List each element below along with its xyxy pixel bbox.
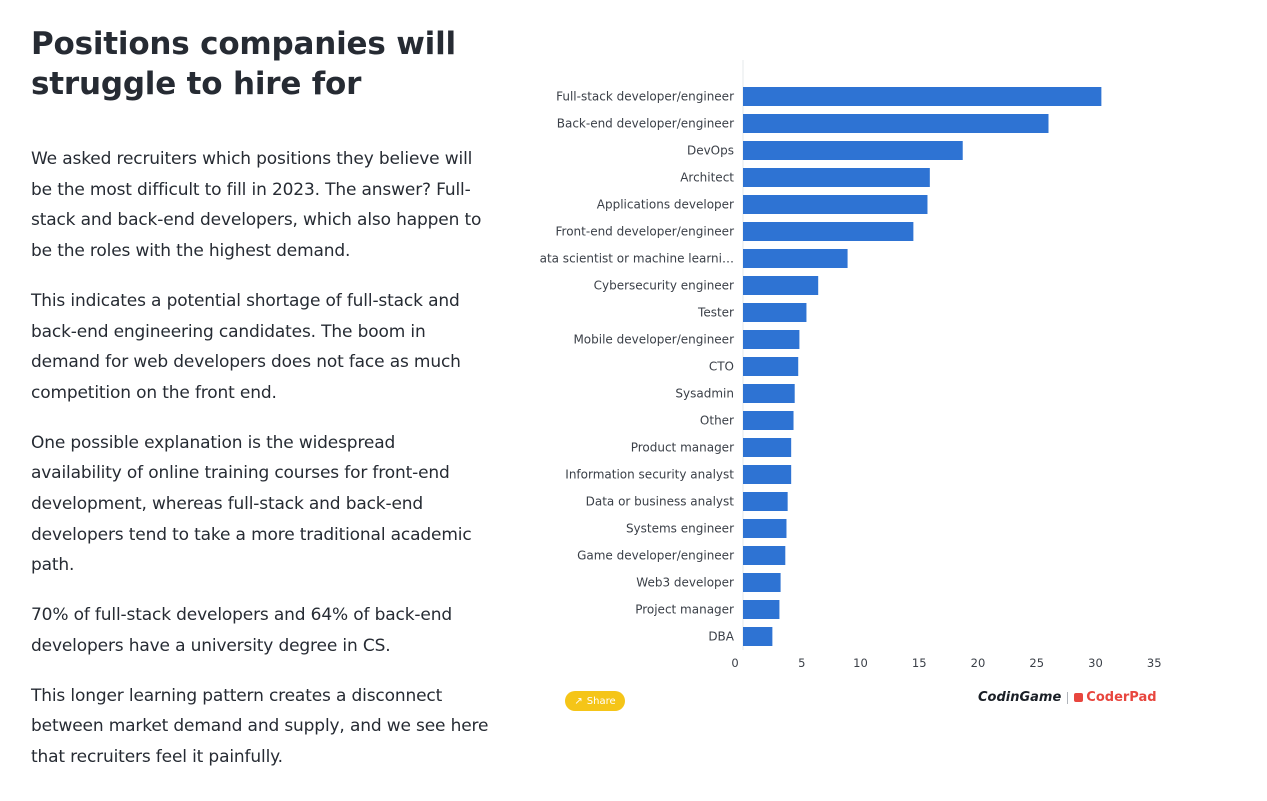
x-tick-label: 5 xyxy=(798,656,805,670)
category-label: Product manager xyxy=(631,441,734,455)
category-label: CTO xyxy=(709,360,734,374)
category-label: Mobile developer/engineer xyxy=(573,333,734,347)
bar-chart-svg: Full-stack developer/engineer Back-end de… xyxy=(530,60,1162,670)
category-label: Architect xyxy=(680,171,734,185)
paragraph: One possible explanation is the widespre… xyxy=(31,432,472,576)
bar[interactable] xyxy=(743,114,1049,133)
brand-logos: CodinGame CoderPad xyxy=(978,690,1157,705)
category-label: Applications developer xyxy=(597,198,734,212)
category-label: Data scientist or machine learni… xyxy=(540,252,734,266)
coderpad-icon xyxy=(1074,693,1084,702)
logo-divider xyxy=(1067,691,1069,704)
share-label: Share xyxy=(586,695,616,707)
bar[interactable] xyxy=(743,546,786,565)
category-label: Project manager xyxy=(635,603,734,617)
category-label: Back-end developer/engineer xyxy=(557,117,734,131)
codingame-logo: CodinGame xyxy=(978,690,1062,705)
bar[interactable] xyxy=(743,276,819,295)
bar[interactable] xyxy=(743,465,792,484)
category-label: Systems engineer xyxy=(626,522,734,536)
paragraph: 70% of full-stack developers and 64% of … xyxy=(31,605,452,656)
x-tick-label: 30 xyxy=(1088,656,1103,670)
category-label: Front-end developer/engineer xyxy=(556,225,735,239)
bar[interactable] xyxy=(743,384,795,403)
category-label: Tester xyxy=(697,306,734,320)
x-tick-label: 15 xyxy=(912,656,927,670)
x-tick-label: 35 xyxy=(1147,656,1162,670)
coderpad-logo: CoderPad xyxy=(1074,690,1157,705)
bar[interactable] xyxy=(743,330,800,349)
category-label: Information security analyst xyxy=(565,468,734,482)
bar[interactable] xyxy=(743,573,781,592)
bar[interactable] xyxy=(743,303,807,322)
x-tick-label: 10 xyxy=(853,656,868,670)
x-tick-label: 0 xyxy=(731,656,738,670)
bar[interactable] xyxy=(743,438,792,457)
bar[interactable] xyxy=(743,249,848,268)
bar[interactable] xyxy=(743,411,794,430)
bar[interactable] xyxy=(743,222,914,241)
bar[interactable] xyxy=(743,357,799,376)
paragraph: This indicates a potential shortage of f… xyxy=(31,290,461,403)
paragraph: We asked recruiters which positions they… xyxy=(31,149,482,262)
share-icon: ↗ xyxy=(574,695,583,707)
coderpad-label: CoderPad xyxy=(1086,690,1157,705)
category-label: Sysadmin xyxy=(675,387,734,401)
category-label: Other xyxy=(700,414,734,428)
bar[interactable] xyxy=(743,519,787,538)
bar-chart: Full-stack developer/engineer Back-end de… xyxy=(530,55,1170,685)
bar[interactable] xyxy=(743,195,928,214)
category-label: DevOps xyxy=(687,144,734,158)
category-label: Cybersecurity engineer xyxy=(594,279,734,293)
x-tick-label: 25 xyxy=(1029,656,1044,670)
category-label: Data or business analyst xyxy=(586,495,735,509)
category-label: DBA xyxy=(708,630,734,644)
category-label: Full-stack developer/engineer xyxy=(556,90,734,104)
paragraph: This longer learning pattern creates a d… xyxy=(31,685,489,767)
bar[interactable] xyxy=(743,168,930,187)
bar[interactable] xyxy=(743,492,788,511)
x-tick-label: 20 xyxy=(971,656,986,670)
bar[interactable] xyxy=(743,600,780,619)
bar[interactable] xyxy=(743,141,963,160)
bar[interactable] xyxy=(743,87,1102,106)
bar[interactable] xyxy=(743,627,773,646)
category-label: Web3 developer xyxy=(636,576,734,590)
share-button[interactable]: ↗ Share xyxy=(565,691,625,711)
article-text: Positions companies will struggle to hir… xyxy=(31,24,491,792)
category-label: Game developer/engineer xyxy=(577,549,734,563)
page-title: Positions companies will struggle to hir… xyxy=(31,26,456,102)
